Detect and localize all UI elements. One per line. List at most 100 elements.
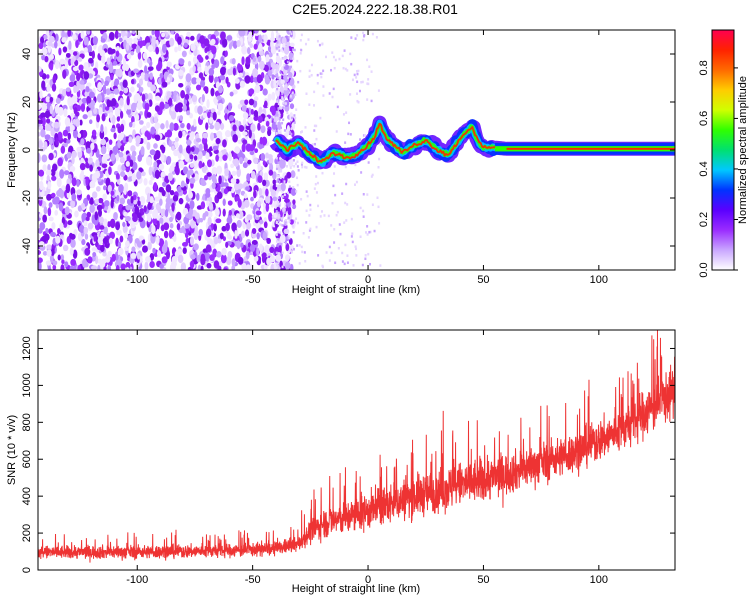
spectrogram-noise-cell <box>305 209 308 213</box>
spectrogram-noise-cell <box>288 238 293 245</box>
spectrogram-noise-cell <box>281 195 284 198</box>
spectrogram-noise-cell <box>277 202 280 206</box>
spectrogram-noise-cell <box>89 197 94 205</box>
spectrogram-noise-cell <box>83 62 89 70</box>
spectrogram-noise-cell <box>155 63 162 72</box>
spectrogram-noise-cell <box>248 129 252 139</box>
spectrogram-noise-cell <box>198 143 203 152</box>
spectrogram-noise-cell <box>253 190 257 199</box>
spectrogram-noise-cell <box>227 102 232 112</box>
spectrogram-noise-cell <box>295 217 298 220</box>
spectrogram-noise-cell <box>284 102 287 105</box>
spectrogram-noise-cell <box>102 218 108 227</box>
spectrogram-noise-cell <box>51 232 57 238</box>
spectrogram-noise-cell <box>55 235 61 244</box>
spectrogram-noise-cell <box>219 74 226 81</box>
spectrogram-noise-cell <box>122 57 127 67</box>
spectrogram-noise-cell <box>341 260 344 263</box>
spectrogram-noise-cell <box>279 203 282 206</box>
spectrogram-noise-cell <box>233 182 240 191</box>
spectrogram-noise-cell <box>117 241 122 248</box>
spectrogram-noise-cell <box>97 258 103 264</box>
colorbar-tick-label: 0.4 <box>698 161 710 176</box>
spectrogram-noise-cell <box>222 148 227 154</box>
spectrogram-noise-cell <box>164 132 169 138</box>
spectrogram-noise-cell <box>277 252 280 255</box>
spectrogram-noise-cell <box>315 191 318 194</box>
spectrogram-noise-cell <box>119 214 124 220</box>
spectrogram-noise-cell <box>225 222 230 232</box>
spectrogram-noise-cell <box>46 193 52 201</box>
spectrogram-noise-cell <box>178 197 184 205</box>
spectrogram-noise-cell <box>345 111 348 114</box>
y-tick-label: 0 <box>21 567 33 573</box>
spectrogram-noise-cell <box>228 42 233 50</box>
spectrogram-noise-cell <box>261 187 265 197</box>
spectrogram-noise-cell <box>132 215 138 222</box>
spectrogram-noise-cell <box>257 115 263 124</box>
spectrogram-noise-cell <box>320 210 323 213</box>
spectrogram-noise-cell <box>279 176 282 180</box>
spectrogram-noise-cell <box>83 220 88 227</box>
spectrogram-noise-cell <box>39 71 44 76</box>
spectrogram-noise-cell <box>73 107 78 115</box>
spectrogram-noise-cell <box>288 180 291 183</box>
spectrogram-noise-cell <box>150 126 156 135</box>
spectrogram-noise-cell <box>277 161 280 165</box>
spectrogram-noise-cell <box>117 32 122 38</box>
spectrogram-noise-cell <box>293 114 296 117</box>
spectrogram-noise-cell <box>249 144 255 152</box>
spectrogram-noise-cell <box>313 187 316 190</box>
spectrogram-noise-cell <box>203 38 210 47</box>
spectrogram-noise-cell <box>174 30 181 33</box>
spectrogram-noise-cell <box>196 54 202 61</box>
spectrogram-noise-cell <box>168 229 173 239</box>
spectrogram-noise-cell <box>250 108 254 115</box>
spectrogram-noise-cell <box>281 96 284 99</box>
spectrogram-noise-cell <box>161 32 166 38</box>
spectrogram-noise-cell <box>300 48 303 52</box>
spectrogram-noise-cell <box>159 217 164 224</box>
spectrogram-noise-cell <box>161 43 167 54</box>
spectrogram-noise-cell <box>72 129 79 139</box>
spectrogram-noise-cell <box>280 182 286 192</box>
spectrogram-noise-cell <box>38 119 43 124</box>
spectrogram-noise-cell <box>355 180 358 184</box>
snr-panel: -100 -50 0 50 100 0 200 400 600 800 1000 1200 Heig… <box>6 329 676 595</box>
spectrogram-noise-cell <box>214 121 221 131</box>
spectrogram-noise-cell <box>183 42 188 48</box>
spectrogram-noise-cell <box>101 30 107 33</box>
spectrogram-noise-cell <box>247 116 253 124</box>
spectrogram-noise-cell <box>213 59 220 69</box>
x-tick-label: 100 <box>590 274 608 286</box>
spectrogram-noise-cell <box>314 182 317 186</box>
spectrogram-noise-cell <box>165 249 171 260</box>
spectrogram-noise-cell <box>261 254 266 264</box>
spectrogram-noise-cell <box>281 251 284 255</box>
spectrogram-noise-cell <box>43 233 50 241</box>
spectrogram-noise-cell <box>308 69 311 73</box>
spectrogram-noise-cell <box>275 240 278 243</box>
spectrogram-noise-cell <box>275 210 278 213</box>
spectrogram-noise-cell <box>150 234 156 244</box>
spectrogram-noise-cell <box>337 247 340 250</box>
spectrogram-noise-cell <box>308 103 311 106</box>
spectrogram-noise-cell <box>82 114 88 120</box>
spectrogram-noise-cell <box>169 122 175 132</box>
spectrogram-noise-cell <box>84 157 89 163</box>
spectrogram-noise-cell <box>335 213 338 217</box>
spectrogram-noise-cell <box>85 216 90 222</box>
spectrogram-noise-cell <box>130 102 137 112</box>
spectrogram-noise-cell <box>294 93 297 96</box>
spectrogram-noise-cell <box>264 64 269 72</box>
spectrogram-noise-cell <box>123 87 129 94</box>
spectrogram-noise-cell <box>235 178 240 184</box>
spectrogram-noise-cell <box>143 65 148 75</box>
spectrogram-noise-cell <box>41 73 47 80</box>
spectrogram-noise-cell <box>184 93 190 101</box>
spectrogram-noise-cell <box>76 178 80 187</box>
spectrogram-noise-cell <box>148 179 153 185</box>
spectrogram-noise-cell <box>239 242 244 248</box>
spectrogram-noise-cell <box>118 37 123 43</box>
spectrogram-noise-cell <box>215 138 221 145</box>
